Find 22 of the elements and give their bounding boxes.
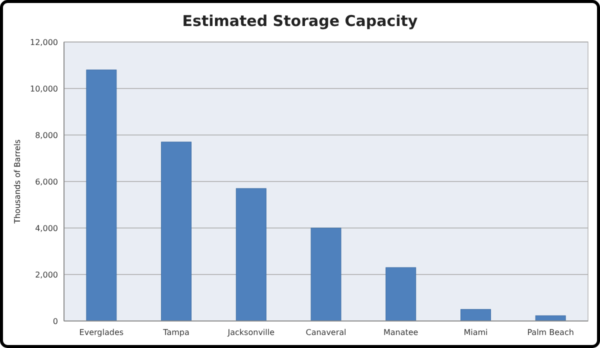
y-tick-label: 4,000 [35, 224, 58, 233]
chart-title: Estimated Storage Capacity [182, 12, 418, 30]
x-tick-label: Canaveral [306, 328, 346, 337]
x-tick-label: Everglades [79, 328, 124, 337]
bar [161, 142, 192, 322]
y-tick-label: 10,000 [30, 84, 58, 94]
y-tick-label: 2,000 [35, 270, 58, 280]
y-tick-label: 12,000 [30, 38, 58, 47]
bar [236, 188, 266, 322]
x-tick-label: Palm Beach [527, 328, 574, 337]
y-tick-label: 6,000 [35, 177, 58, 186]
x-tick-label: Tampa [162, 328, 190, 337]
bar [310, 228, 342, 322]
bar [460, 309, 491, 322]
x-tick-label: Miami [464, 328, 488, 337]
y-tick-label: 0 [52, 316, 58, 326]
bar [86, 70, 117, 322]
bar [386, 267, 416, 322]
y-tick-label: 8,000 [35, 130, 58, 140]
x-tick-label: Jacksonville [226, 328, 275, 337]
y-axis-title: Thousands of Barrels [13, 139, 22, 225]
x-tick-label: Manatee [383, 328, 418, 337]
